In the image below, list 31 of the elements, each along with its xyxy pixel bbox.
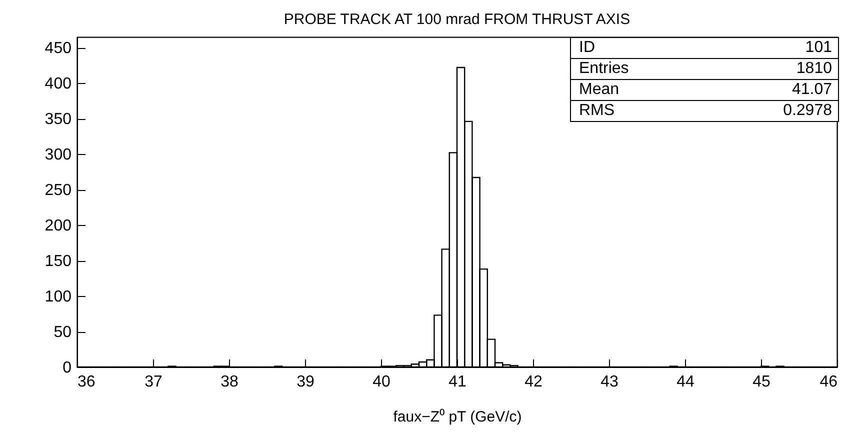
y-tick-label: 200 [44,218,72,235]
x-tick-label: 38 [220,374,238,390]
y-tick-label: 300 [44,146,72,164]
y-tick-label: 0 [62,360,72,376]
y-tick-label: 250 [44,182,72,200]
annotation: Mean [571,80,704,101]
y-tick-label: 450 [44,40,72,58]
x-tick-label: 41 [448,374,466,390]
annotation: ID [571,38,704,59]
x-tick-label: 43 [600,374,618,390]
annotation: Entries [571,59,704,80]
x-tick-label: 46 [820,374,838,390]
y-tick-label: 50 [54,324,72,342]
chart-title: PROBE TRACK AT 100 mrad FROM THRUST AXIS [284,11,630,28]
x-tick-label: 36 [78,374,96,390]
x-tick-label: 42 [524,374,542,390]
annotation: RMS [578,101,616,121]
annotation: 0.2978 [782,101,833,121]
annotation: 1810 [704,59,838,80]
x-axis-title: faux−Z⁰ pT (GeV/c) [393,408,522,426]
y-tick-label: 400 [44,76,72,93]
y-tick-label: 150 [44,253,72,270]
x-tick-label: 45 [752,374,770,390]
annotation: 101 [704,38,838,59]
annotation: 41.07 [704,80,838,101]
x-tick-label: 44 [676,374,694,390]
y-tick-label: 350 [44,111,72,128]
x-tick-label: 39 [296,374,314,390]
x-tick-label: 40 [372,374,390,390]
x-tick-label: 37 [144,374,162,390]
y-tick-label: 100 [44,288,72,306]
